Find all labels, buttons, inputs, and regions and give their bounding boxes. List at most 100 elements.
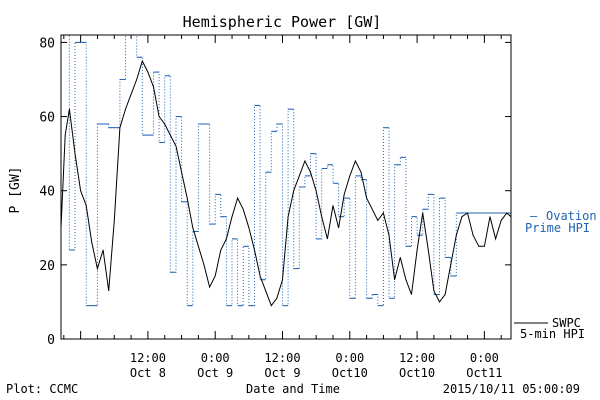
x-tick-label-date: Oct 9 [197,366,233,380]
swpc-hpi-point [467,212,468,214]
swpc-hpi-point [242,208,244,210]
swpc-hpi-point [388,234,390,236]
swpc-hpi-point [427,249,429,251]
swpc-hpi-point [332,205,334,206]
swpc-hpi-point [377,219,379,221]
swpc-hpi-point [130,93,132,95]
swpc-hpi-point [478,245,480,247]
swpc-hpi-point [192,227,194,229]
footer-credit: Plot: CCMC [6,382,78,396]
swpc-hpi-point [287,216,289,218]
swpc-hpi-point [209,286,210,288]
swpc-hpi-point [175,145,177,147]
legend-swpc-label-2: 5-min HPI [520,327,585,341]
swpc-hpi-point [483,245,485,247]
swpc-hpi-point [461,216,463,218]
swpc-hpi-point [248,227,250,229]
x-axis-label: Date and Time [246,382,340,396]
swpc-hpi-point [231,216,233,218]
footer-timestamp: 2015/10/11 05:00:09 [443,382,580,396]
swpc-hpi-point [158,116,160,117]
swpc-hpi-point [64,134,66,136]
swpc-hpi-point [113,219,115,221]
swpc-hpi-point [416,249,418,251]
swpc-hpi-point [298,175,300,177]
x-tick-label-time: 0:00 [335,351,364,365]
swpc-hpi-point [119,127,121,129]
swpc-hpi-point [147,71,149,73]
swpc-hpi-point [97,268,98,269]
ovation-prime-hpi-line [61,34,511,307]
swpc-hpi-point [237,197,239,199]
swpc-hpi-point [405,279,407,281]
swpc-hpi-point [153,86,154,88]
swpc-hpi-point [276,297,278,299]
plot-frame [60,34,512,340]
swpc-hpi-point [321,216,323,218]
swpc-hpi-point [338,227,339,229]
y-tick-label: 0 [47,333,55,348]
legend-ovation-label-1: Ovation [546,209,597,223]
swpc-hpi-point [169,134,171,136]
swpc-hpi-point [141,60,143,62]
y-axis-label: P [GW] [8,167,23,214]
swpc-hpi-point [444,294,446,295]
y-tick-label: 20 [39,259,55,274]
x-tick-label-time: 12:00 [399,351,435,365]
swpc-hpi-point [433,290,435,292]
swpc-hpi-point [136,79,138,80]
swpc-hpi-point [371,208,373,210]
swpc-hpi-point [164,123,166,125]
swpc-hpi-point [315,190,317,192]
swpc-hpi-point [394,279,396,281]
swpc-hpi-point [360,171,362,173]
legend-ovation-label-2: Prime HPI [525,221,590,235]
swpc-hpi-point [108,290,110,292]
swpc-hpi-point [354,160,356,162]
swpc-hpi-point [270,305,272,307]
swpc-hpi-point [450,264,452,266]
x-tick-label-time: 12:00 [130,351,166,365]
swpc-hpi-point [265,290,267,292]
x-tick-label-date: Oct 9 [264,366,300,380]
swpc-hpi-point [254,249,255,251]
swpc-hpi-point [472,234,474,236]
swpc-hpi-point [69,108,70,110]
y-tick-label: 80 [39,36,55,51]
swpc-hpi-point [383,212,384,214]
swpc-hpi-point [282,279,283,281]
y-tick-label: 40 [39,185,55,200]
swpc-hpi-point [181,171,182,173]
swpc-hpi-point [489,216,491,218]
swpc-hpi-point [186,197,188,199]
swpc-hpi-point [439,301,440,303]
swpc-hpi-point [259,275,261,277]
swpc-hpi-point [455,234,457,236]
swpc-hpi-point [125,108,126,110]
x-tick-label-time: 12:00 [264,351,300,365]
swpc-hpi-point [74,153,76,155]
legend-ovation-marker: — [530,209,538,223]
swpc-hpi-point [310,171,311,173]
x-tick-label-time: 0:00 [470,351,499,365]
swpc-hpi-point [102,249,104,251]
y-tick-label: 60 [39,111,55,126]
swpc-hpi-point [226,238,227,240]
x-tick-label-date: Oct10 [332,366,368,380]
swpc-hpi-point [366,197,368,199]
swpc-hpi-line [60,59,512,307]
swpc-hpi-point [326,238,328,240]
x-tick-label-date: Oct10 [399,366,435,380]
swpc-hpi-point [495,238,496,240]
swpc-hpi-point [349,175,351,177]
swpc-hpi-point [422,212,424,214]
swpc-hpi-point [214,275,216,277]
swpc-hpi-point [293,190,295,192]
x-tick-label-date: Oct11 [466,366,502,380]
swpc-hpi-point [399,257,401,258]
swpc-hpi-point [411,294,412,295]
swpc-hpi-point [203,264,205,266]
legend-swpc-label-1: SWPC [552,316,581,330]
swpc-hpi-point [80,190,82,192]
